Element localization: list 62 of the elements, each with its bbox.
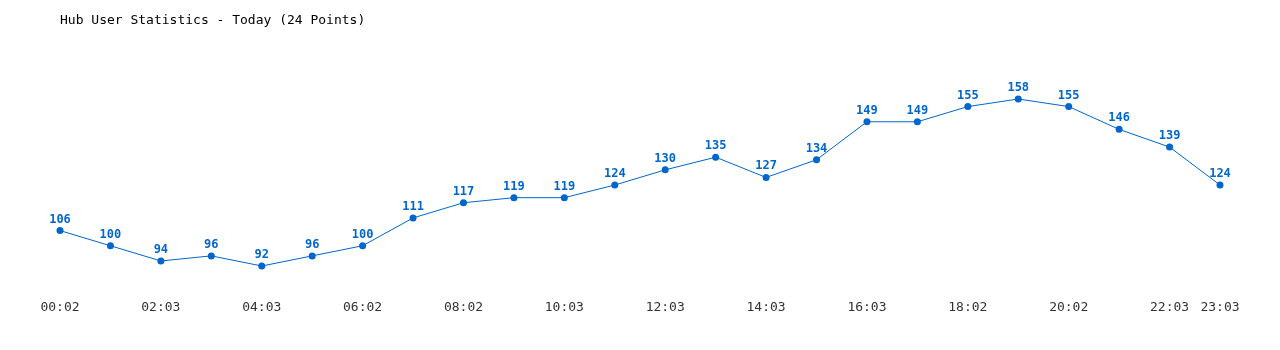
point bbox=[913, 118, 921, 126]
x-tick-label: 02:03 bbox=[141, 299, 181, 315]
point bbox=[762, 173, 770, 181]
x-tick-label: 14:03 bbox=[746, 299, 786, 315]
data-label: 94 bbox=[153, 241, 169, 256]
point bbox=[661, 166, 669, 174]
point bbox=[863, 118, 871, 126]
data-label: 96 bbox=[204, 236, 219, 251]
point bbox=[1166, 143, 1174, 151]
data-label: 135 bbox=[704, 138, 727, 153]
data-label: 119 bbox=[503, 178, 525, 193]
x-tick-label: 00:02 bbox=[40, 299, 80, 315]
point bbox=[157, 257, 165, 265]
data-label: 139 bbox=[1158, 128, 1181, 143]
point bbox=[560, 194, 568, 202]
point bbox=[106, 242, 114, 250]
data-label: 117 bbox=[452, 183, 475, 198]
data-label: 106 bbox=[49, 211, 71, 226]
x-tick-label: 16:03 bbox=[847, 299, 887, 315]
point bbox=[207, 252, 215, 260]
x-tick-label: 08:02 bbox=[443, 299, 484, 315]
data-label: 100 bbox=[351, 226, 374, 241]
point bbox=[409, 214, 417, 222]
point bbox=[510, 194, 518, 202]
data-label: 146 bbox=[1108, 110, 1130, 125]
data-label: 127 bbox=[755, 158, 777, 173]
x-tick-label: 04:03 bbox=[242, 299, 282, 315]
point bbox=[611, 181, 619, 189]
data-label: 124 bbox=[1209, 166, 1231, 181]
data-label: 158 bbox=[1007, 80, 1030, 94]
point bbox=[308, 252, 316, 260]
data-label: 111 bbox=[402, 198, 424, 213]
data-label: 130 bbox=[654, 150, 677, 165]
x-tick-label: 20:02 bbox=[1049, 299, 1089, 315]
data-label: 155 bbox=[956, 87, 979, 102]
data-label: 149 bbox=[906, 102, 929, 117]
x-tick-label: 12:03 bbox=[645, 299, 685, 315]
data-label: 119 bbox=[553, 178, 576, 193]
data-label: 100 bbox=[99, 226, 122, 241]
point bbox=[1115, 125, 1123, 133]
point bbox=[56, 227, 64, 235]
data-label: 155 bbox=[1057, 87, 1080, 102]
data-label: 92 bbox=[254, 247, 269, 261]
point bbox=[1216, 181, 1224, 189]
x-tick-label: 06:02 bbox=[343, 299, 383, 315]
point bbox=[964, 103, 972, 111]
point bbox=[813, 156, 821, 164]
x-tick-label: 10:03 bbox=[544, 299, 584, 315]
point bbox=[359, 242, 367, 250]
data-label: 134 bbox=[805, 140, 828, 155]
point bbox=[459, 199, 467, 207]
x-tick-label: 22:03 bbox=[1149, 299, 1190, 315]
data-label: 96 bbox=[304, 236, 320, 251]
data-label: 124 bbox=[603, 166, 626, 181]
point bbox=[712, 153, 720, 161]
x-tick-label: 23:03 bbox=[1200, 299, 1240, 315]
point bbox=[1014, 95, 1022, 103]
data-label: 149 bbox=[856, 102, 878, 117]
point bbox=[258, 262, 266, 270]
chart-title: Hub User Statistics - Today (24 Points) bbox=[60, 12, 366, 27]
x-tick-label: 18:02 bbox=[948, 299, 988, 315]
point bbox=[1065, 103, 1073, 111]
